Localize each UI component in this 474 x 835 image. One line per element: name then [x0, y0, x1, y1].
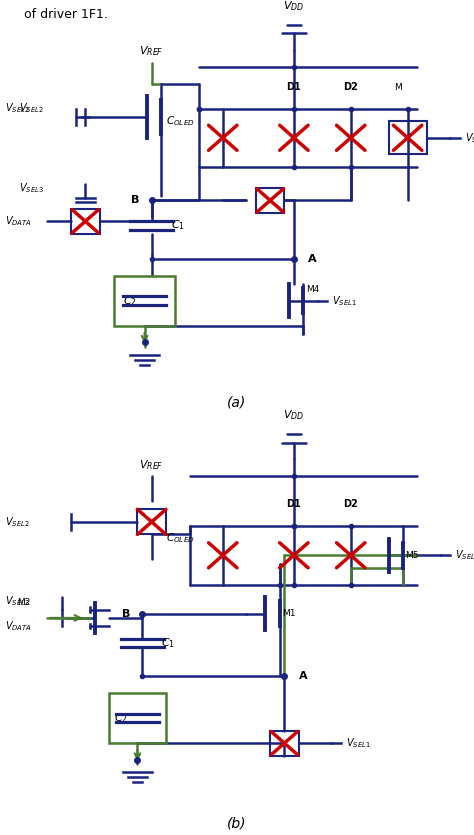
Text: (b): (b): [227, 817, 247, 831]
Text: $V_{DATA}$: $V_{DATA}$: [5, 620, 32, 633]
Text: $V_{DD}$: $V_{DD}$: [283, 407, 304, 422]
Text: M5: M5: [405, 551, 419, 559]
Text: D1: D1: [286, 499, 301, 509]
Text: $V_{SEL3}$: $V_{SEL3}$: [5, 595, 29, 608]
Text: $V_{SEL3}$: $V_{SEL3}$: [465, 131, 474, 144]
Text: $C_{OLED}$: $C_{OLED}$: [165, 114, 194, 128]
Text: $V_{SEL1}$: $V_{SEL1}$: [332, 294, 356, 307]
Text: $V_{SEL2}$: $V_{SEL2}$: [5, 515, 29, 529]
Text: of driver 1F1.: of driver 1F1.: [24, 8, 108, 22]
Text: A: A: [308, 254, 317, 264]
Bar: [389, 121, 427, 154]
Bar: [137, 509, 166, 534]
Bar: [109, 693, 166, 743]
Text: B: B: [122, 609, 130, 619]
Text: $V_{REF}$: $V_{REF}$: [139, 44, 164, 58]
Text: D2: D2: [343, 82, 358, 92]
Text: M1: M1: [282, 610, 295, 618]
Text: $V_{SEL2}$: $V_{SEL2}$: [19, 102, 44, 115]
Text: B: B: [131, 195, 140, 205]
Text: $V_{DATA}$: $V_{DATA}$: [5, 215, 32, 228]
Text: $C_{OLED}$: $C_{OLED}$: [165, 532, 194, 545]
Text: (a): (a): [228, 395, 246, 409]
Text: M4: M4: [306, 286, 319, 295]
Text: $V_{REF}$: $V_{REF}$: [139, 458, 164, 472]
Text: A: A: [299, 671, 307, 681]
Bar: [114, 276, 175, 326]
Text: $V_{SEL2}$: $V_{SEL2}$: [5, 102, 29, 115]
Text: M2: M2: [17, 599, 30, 608]
Bar: [270, 731, 299, 756]
Text: D1: D1: [286, 82, 301, 92]
Text: D2: D2: [343, 499, 358, 509]
Text: $C_2$: $C_2$: [114, 711, 128, 725]
Text: $C_1$: $C_1$: [171, 219, 185, 232]
Bar: [71, 209, 100, 234]
Text: $V_{SEL1}$: $V_{SEL1}$: [346, 736, 371, 750]
Bar: [256, 188, 284, 213]
Text: $V_{SEL3}$: $V_{SEL3}$: [19, 181, 44, 195]
Text: $C_1$: $C_1$: [161, 636, 175, 650]
Text: $V_{DD}$: $V_{DD}$: [283, 0, 304, 13]
Text: $V_{SEL3}$: $V_{SEL3}$: [455, 549, 474, 562]
Text: $C_2$: $C_2$: [123, 294, 137, 307]
Text: M: M: [394, 83, 402, 92]
